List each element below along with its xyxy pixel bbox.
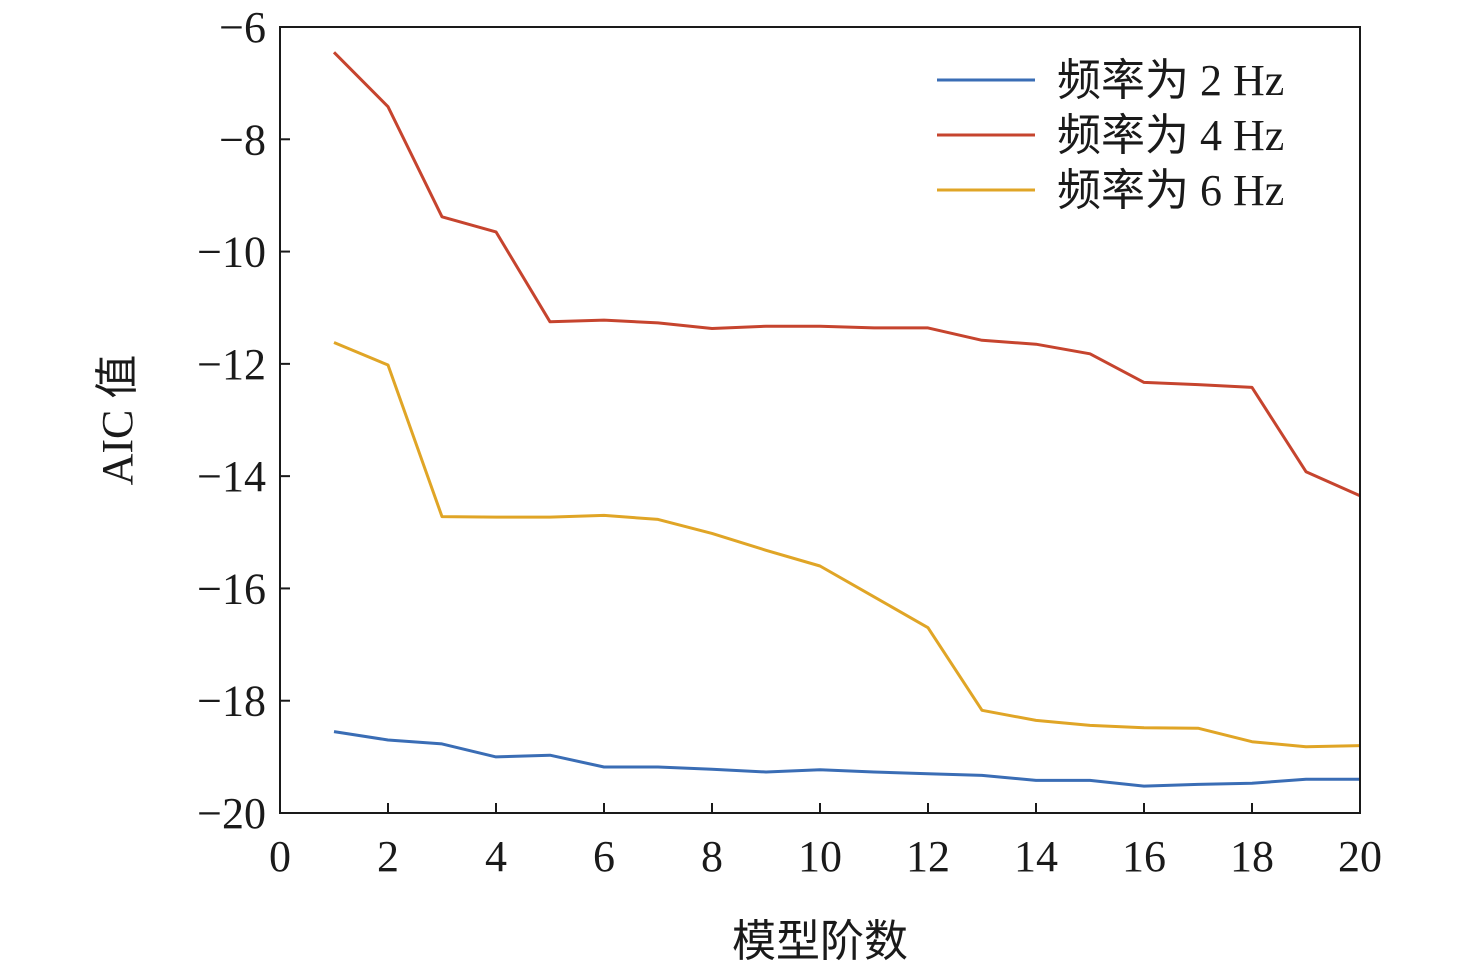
legend-label-2: 频率为 4 Hz xyxy=(1057,111,1284,160)
x-tick-label: 12 xyxy=(906,832,950,881)
x-tick-label: 6 xyxy=(593,832,615,881)
legend-label-3: 频率为 6 Hz xyxy=(1057,166,1284,215)
series-line-3 xyxy=(333,341,1361,749)
y-tick-label: −8 xyxy=(219,115,266,164)
x-axis-title: 模型阶数 xyxy=(732,917,908,966)
y-tick-label: −16 xyxy=(197,564,266,613)
y-axis-ticks: −6 −8 −10 −12 −14 −16 −18 −20 xyxy=(197,3,290,838)
legend-label-1: 频率为 2 Hz xyxy=(1057,56,1284,105)
y-axis-title: AIC 值 xyxy=(93,355,142,486)
series-line-2 xyxy=(332,51,1361,498)
y-tick-label: −6 xyxy=(219,3,266,52)
x-tick-label: 18 xyxy=(1230,832,1274,881)
x-tick-label: 4 xyxy=(485,832,507,881)
y-tick-label: −20 xyxy=(197,789,266,838)
x-tick-label: 16 xyxy=(1122,832,1166,881)
x-tick-label: 0 xyxy=(269,832,291,881)
x-axis-ticks: 0 2 4 6 8 10 12 14 16 18 20 xyxy=(269,803,1382,881)
x-tick-label: 2 xyxy=(377,832,399,881)
y-tick-label: −12 xyxy=(197,340,266,389)
legend: 频率为 2 Hz 频率为 4 Hz 频率为 6 Hz xyxy=(937,56,1284,215)
x-tick-label: 14 xyxy=(1014,832,1058,881)
x-tick-label: 20 xyxy=(1338,832,1382,881)
y-tick-label: −18 xyxy=(197,677,266,726)
x-tick-label: 8 xyxy=(701,832,723,881)
y-tick-label: −10 xyxy=(197,228,266,277)
x-tick-label: 10 xyxy=(798,832,842,881)
series-line-1 xyxy=(333,730,1360,788)
y-tick-label: −14 xyxy=(197,452,266,501)
plot-content xyxy=(332,51,1361,788)
